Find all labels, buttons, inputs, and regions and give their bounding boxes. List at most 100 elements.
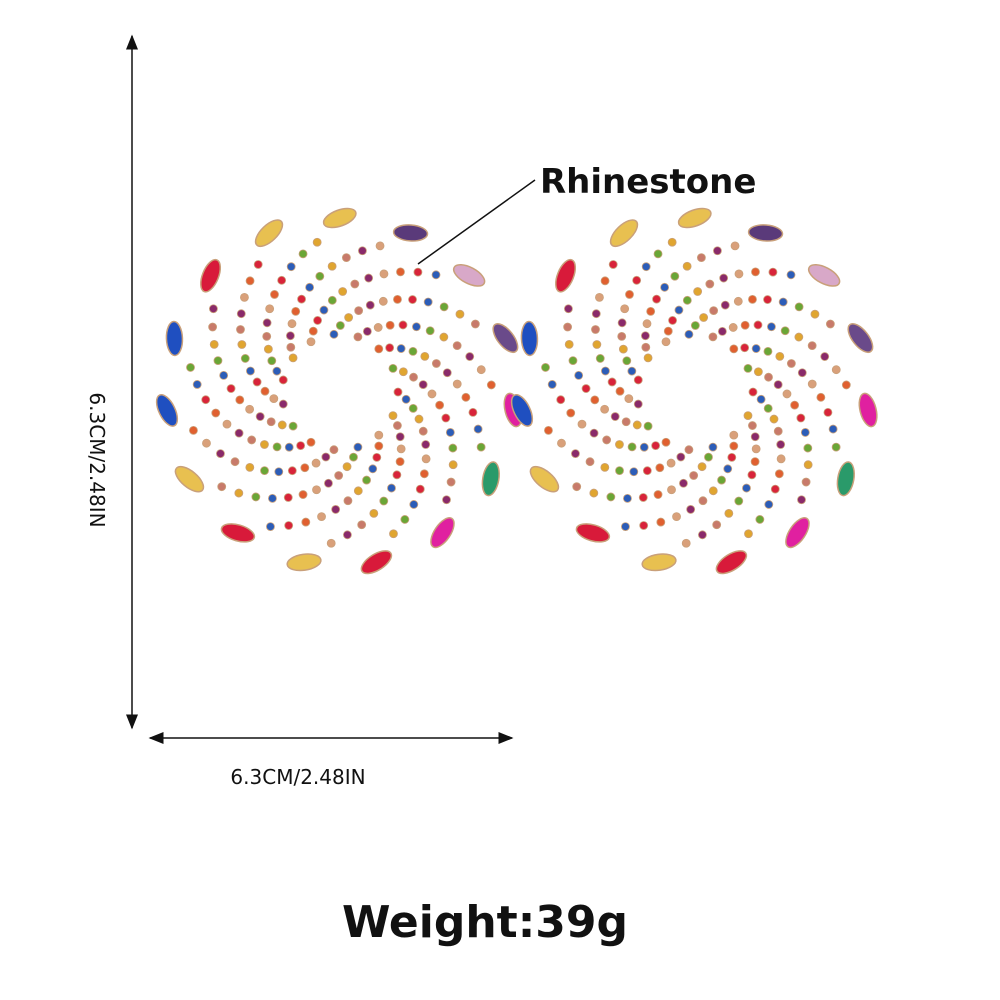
rhinestone xyxy=(240,292,249,302)
rhinestone xyxy=(350,279,360,289)
rhinestone xyxy=(775,351,785,361)
rhinestone xyxy=(374,344,384,354)
rhinestone xyxy=(786,359,796,368)
rhinestone xyxy=(353,442,363,452)
rhinestone xyxy=(797,495,806,505)
rhinestone xyxy=(723,464,733,474)
rhinestone xyxy=(641,262,651,272)
rhinestone xyxy=(385,320,395,330)
rhinestone xyxy=(343,496,353,506)
rhinestone xyxy=(831,365,841,375)
rhinestone xyxy=(476,442,486,452)
rhinestone xyxy=(713,246,722,256)
rhinestone xyxy=(217,482,227,492)
rhinestone xyxy=(743,364,753,373)
gem xyxy=(575,523,611,543)
rhinestone xyxy=(638,493,648,502)
rhinestone xyxy=(209,340,219,349)
gem xyxy=(492,322,519,354)
rhinestone xyxy=(439,302,449,312)
rhinestone xyxy=(291,306,301,316)
rhinestone xyxy=(803,460,813,470)
rhinestone xyxy=(388,364,398,373)
rhinestone xyxy=(633,399,643,409)
rhinestone xyxy=(693,287,703,296)
rhinestone xyxy=(398,320,408,330)
rhinestone xyxy=(245,404,255,414)
rhinestone xyxy=(607,377,617,387)
rhinestone xyxy=(236,309,246,319)
rhinestone xyxy=(544,425,553,435)
rhinestone xyxy=(374,441,384,451)
rhinestone xyxy=(632,420,642,430)
rhinestone xyxy=(651,441,661,450)
rhinestone xyxy=(312,485,321,495)
rhinestone xyxy=(353,332,363,342)
rhinestone xyxy=(796,413,806,423)
rhinestone xyxy=(625,290,634,299)
rhinestone xyxy=(627,442,637,452)
rhinestone xyxy=(782,389,792,399)
rhinestone xyxy=(455,309,465,319)
rhinestone xyxy=(245,462,255,472)
rhinestone xyxy=(622,356,632,366)
rhinestone xyxy=(778,297,788,307)
rhinestone xyxy=(389,529,398,539)
rhinestone xyxy=(774,469,784,479)
rhinestone xyxy=(807,341,817,351)
rhinestone xyxy=(547,380,557,389)
rhinestone xyxy=(262,318,272,328)
rhinestone xyxy=(338,287,348,296)
rhinestone xyxy=(260,440,269,449)
rhinestone xyxy=(810,309,820,319)
rhinestone xyxy=(820,352,830,361)
rhinestone xyxy=(240,354,250,363)
rhinestone xyxy=(666,458,676,468)
rhinestone xyxy=(421,440,431,449)
rhinestone xyxy=(600,404,610,414)
rhinestone xyxy=(398,367,408,377)
rhinestone xyxy=(260,386,270,396)
rhinestone xyxy=(312,237,322,247)
rhinestone xyxy=(564,304,573,314)
rhinestone xyxy=(698,530,707,540)
rhinestone xyxy=(189,425,198,435)
rhinestone xyxy=(329,445,339,455)
weight-label: Weight:39g xyxy=(342,897,628,948)
gem xyxy=(174,465,205,493)
rhinestone xyxy=(364,273,374,283)
rhinestone xyxy=(234,488,244,498)
rhinestone xyxy=(274,467,284,477)
rhinestone xyxy=(743,411,753,420)
rhinestone xyxy=(624,394,634,404)
rhinestone xyxy=(235,395,245,405)
rhinestone xyxy=(591,325,600,334)
rhinestone xyxy=(667,237,677,247)
gem xyxy=(286,553,322,572)
rhinestone xyxy=(572,482,582,492)
gem xyxy=(715,550,748,575)
rhinestone xyxy=(729,344,739,354)
rhinestone xyxy=(563,322,573,332)
rhinestone xyxy=(324,478,333,488)
rhinestone xyxy=(617,318,627,328)
rhinestone xyxy=(393,387,403,397)
rhinestone xyxy=(724,508,734,518)
rhinestone xyxy=(574,371,584,380)
rhinestone xyxy=(317,512,326,522)
rhinestone xyxy=(828,424,838,434)
rhinestone xyxy=(298,490,308,499)
rhinestone xyxy=(803,443,813,453)
rhinestone xyxy=(230,457,240,467)
rhinestone xyxy=(621,522,630,531)
rhinestone xyxy=(602,435,612,445)
rhinestone xyxy=(270,290,279,299)
rhinestone xyxy=(396,444,406,454)
rhinestone xyxy=(627,366,637,376)
rhinestone xyxy=(418,380,428,389)
width-label: 6.3CM/2.48IN xyxy=(230,765,365,789)
rhinestone xyxy=(287,319,297,329)
rhinestone xyxy=(755,515,765,524)
rhinestone xyxy=(617,331,627,341)
rhinestone xyxy=(797,368,807,378)
